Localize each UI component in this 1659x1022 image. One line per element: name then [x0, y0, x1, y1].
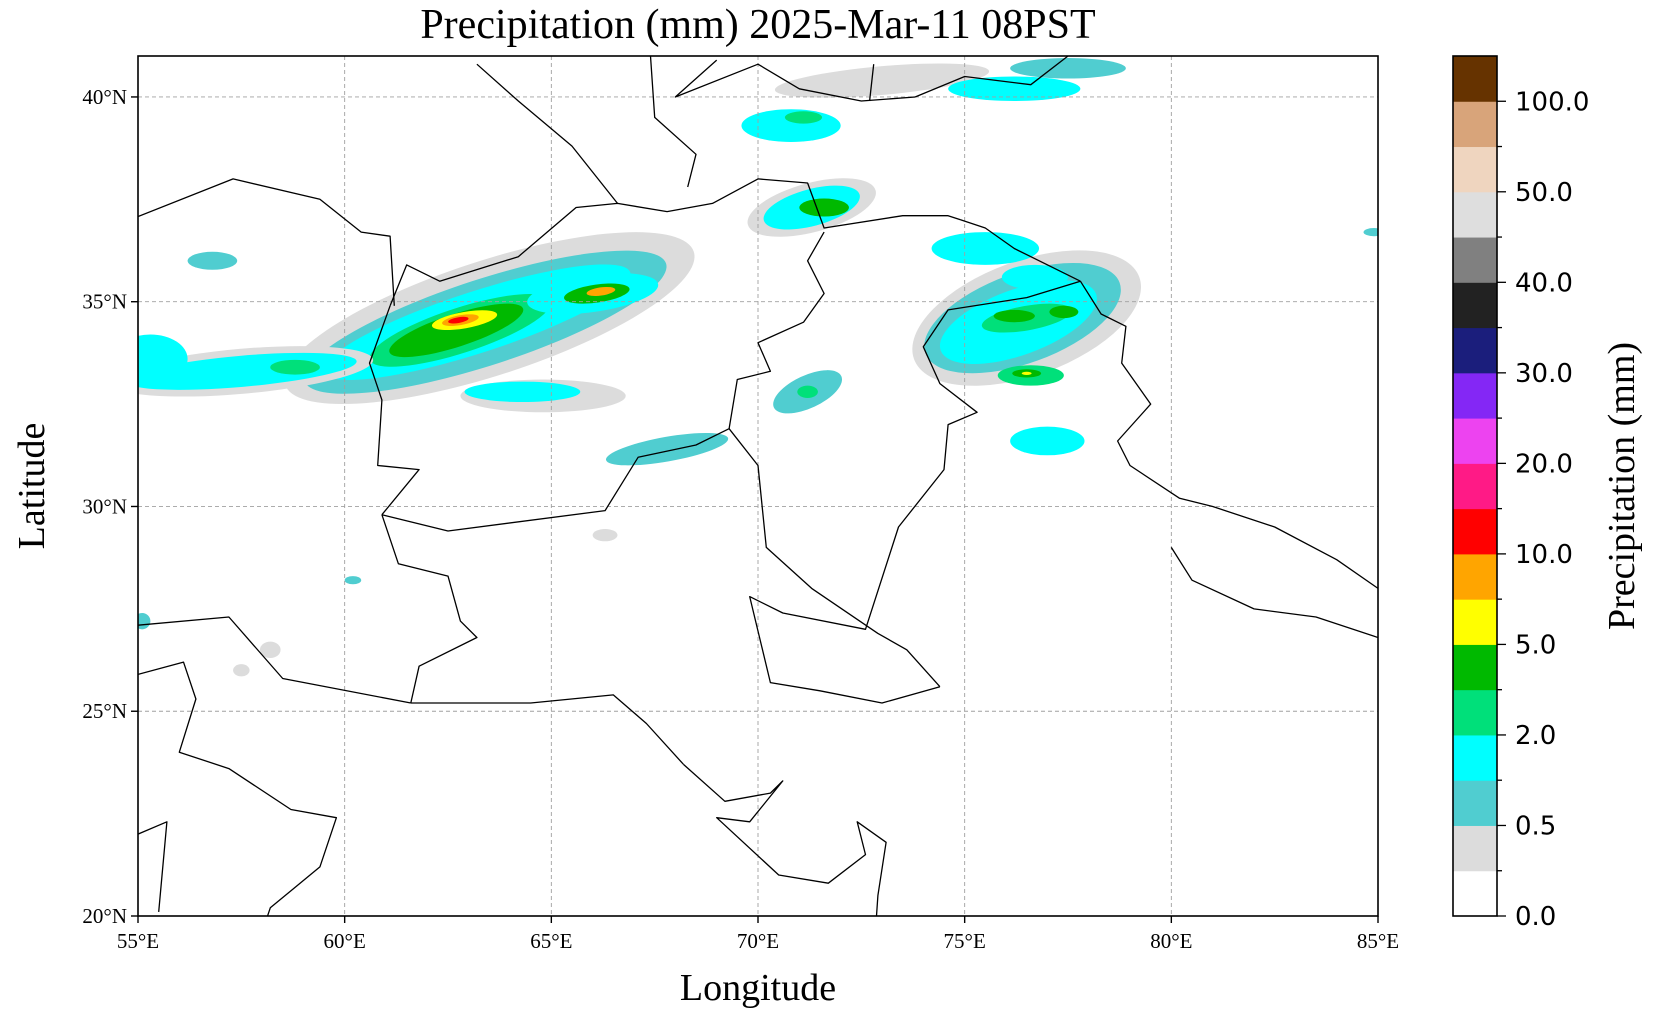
border-line-16: [138, 178, 395, 306]
plot-area: [138, 56, 1378, 916]
border-line-14: [138, 661, 338, 916]
lon-tick-label: 75°E: [944, 929, 986, 953]
border-line-5: [728, 428, 941, 688]
gridlines: [138, 56, 1378, 916]
lat-tick-label: 20°N: [82, 904, 127, 928]
border-line-6: [749, 280, 1081, 704]
precip-region-40: [1001, 264, 1068, 290]
colorbar-tick-label: 50.0: [1515, 178, 1573, 208]
colorbar-tick-label: 0.0: [1515, 902, 1556, 932]
precip-region-7: [448, 316, 469, 324]
colorbar-segment-1: [1453, 825, 1497, 872]
colorbar-segment-7: [1453, 553, 1497, 600]
colorbar-segment-2: [1453, 780, 1497, 826]
border-line-0: [389, 178, 961, 307]
colorbar-segment-14: [1453, 237, 1497, 283]
precip-region-26: [774, 63, 990, 98]
border-line-2: [381, 231, 825, 532]
border-line-9: [960, 219, 1081, 282]
colorbar-segment-13: [1453, 282, 1497, 329]
border-line-12: [649, 56, 697, 188]
precip-region-15: [187, 251, 238, 270]
border-line-19: [683, 764, 887, 916]
border-line-17: [476, 63, 619, 204]
precip-region-27: [948, 76, 1081, 102]
lat-tick-label: 25°N: [82, 699, 127, 723]
precip-region-33: [993, 309, 1035, 323]
colorbar-tick-label: 20.0: [1515, 449, 1573, 479]
border-line-4: [410, 694, 685, 765]
colorbar-label: Precipitation (mm): [1601, 342, 1643, 630]
colorbar-segment-15: [1453, 191, 1497, 238]
border-line-15: [138, 616, 411, 704]
precip-region-17: [464, 381, 581, 403]
precip-region-43: [344, 576, 362, 585]
border-line-7: [1079, 280, 1378, 589]
lat-tick-label: 40°N: [82, 85, 127, 109]
border-line-18: [138, 821, 168, 912]
colorbar-ticks: 0.0 0.5 2.0 5.0 10.0 20.0 30.0 40.0 50.0 100.0: [1497, 87, 1589, 932]
precip-region-13: [270, 359, 320, 375]
colorbar-segment-6: [1453, 599, 1497, 645]
lat-tick-label: 30°N: [82, 494, 127, 518]
colorbar-tick-label: 0.5: [1515, 811, 1556, 841]
colorbar-segment-4: [1453, 689, 1497, 736]
colorbar-segment-16: [1453, 146, 1497, 193]
precip-region-38: [1010, 426, 1085, 456]
colorbar-segment-10: [1453, 418, 1497, 464]
lon-tick-label: 80°E: [1150, 929, 1192, 953]
precip-region-37: [1021, 371, 1032, 376]
precip-region-46: [233, 664, 250, 677]
precip-region-25: [784, 111, 823, 124]
precip-region-20: [797, 385, 818, 398]
border-line-3: [381, 514, 478, 704]
lon-tick-label: 60°E: [324, 929, 366, 953]
lon-tick-label: 65°E: [530, 929, 572, 953]
colorbar-tick-label: 30.0: [1515, 359, 1573, 389]
colorbar-segment-11: [1453, 372, 1497, 419]
lon-tick-label: 55°E: [117, 929, 159, 953]
lon-tick-label: 70°E: [737, 929, 779, 953]
colorbar-tick-label: 5.0: [1515, 630, 1556, 660]
lon-tick-label: 85°E: [1357, 929, 1399, 953]
colorbar-segment-17: [1453, 101, 1497, 148]
precip-region-39: [931, 232, 1040, 265]
border-line-13: [868, 64, 875, 102]
border-line-10: [914, 56, 1069, 98]
colorbar-tick-label: 10.0: [1515, 540, 1573, 570]
x-axis-label: Longitude: [680, 967, 836, 1009]
colorbar-segment-12: [1453, 327, 1497, 374]
precip-region-23: [799, 198, 849, 217]
colorbar: [1453, 56, 1497, 917]
precip-region-14: [138, 334, 188, 384]
colorbar-segment-5: [1453, 644, 1497, 691]
colorbar-segment-0: [1453, 870, 1497, 917]
y-axis-label: Latitude: [11, 423, 53, 550]
longitude-ticks: 55°E 60°E 65°E 70°E 75°E 80°E 85°E: [117, 916, 1399, 953]
precip-region-44: [592, 529, 618, 542]
precip-region-28: [1010, 58, 1126, 79]
colorbar-segment-8: [1453, 508, 1497, 555]
colorbar-frame: [1452, 55, 1498, 917]
precip-region-18: [605, 432, 729, 466]
latitude-ticks: 20°N 25°N 30°N 35°N 40°N: [82, 85, 138, 928]
precip-region-34: [1049, 305, 1079, 319]
colorbar-segment-3: [1453, 734, 1497, 781]
border-line-1: [368, 305, 420, 516]
precip-region-41: [1363, 228, 1378, 237]
country-borders: [138, 56, 1378, 916]
border-line-8: [1170, 547, 1378, 639]
colorbar-segment-18: [1453, 56, 1497, 102]
colorbar-segment-9: [1453, 463, 1497, 510]
colorbar-tick-label: 40.0: [1515, 268, 1573, 298]
precipitation-regions: [138, 58, 1378, 677]
colorbar-tick-label: 100.0: [1515, 87, 1589, 117]
colorbar-tick-label: 2.0: [1515, 721, 1556, 751]
precip-region-10: [586, 286, 616, 297]
lat-tick-label: 35°N: [82, 290, 127, 314]
chart-title: Precipitation (mm) 2025-Mar-11 08PST: [420, 2, 1095, 48]
precip-region-45: [259, 641, 281, 658]
precip-region-42: [138, 612, 151, 630]
